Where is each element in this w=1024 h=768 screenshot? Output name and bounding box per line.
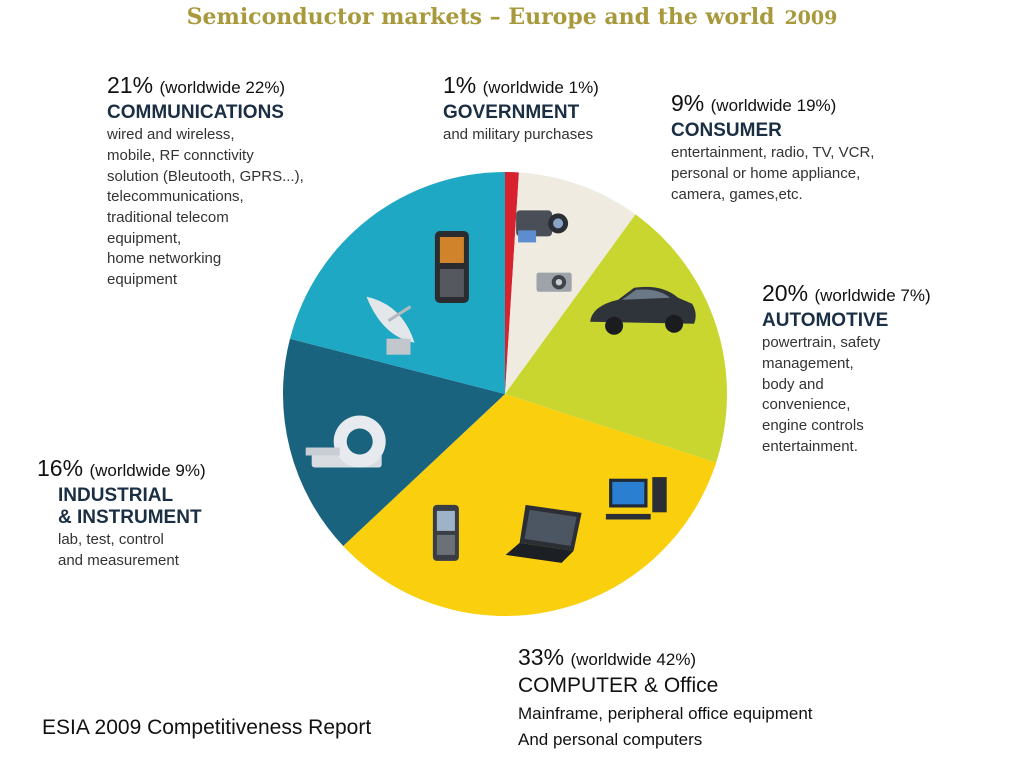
pie-slice-communications (289, 172, 505, 394)
car-icon (590, 286, 696, 335)
government-category: GOVERNMENT (443, 102, 580, 124)
communications-category: COMMUNICATIONS (107, 102, 284, 124)
communications-description: wired and wireless, mobile, RF connctivi… (107, 126, 304, 289)
label-industrial: 16% (worldwide 9%) INDUSTRIAL & INSTRUME… (37, 455, 206, 572)
source-note: ESIA 2009 Competitiveness Report (42, 716, 372, 739)
laptop-icon (505, 504, 582, 563)
desktop-computer-icon (605, 477, 667, 520)
mri-scanner-icon (305, 415, 386, 468)
mobile-phone-icon (434, 231, 469, 303)
smartphone-icon (432, 504, 459, 561)
computer-description: Mainframe, peripheral office equipment A… (518, 704, 813, 749)
satellite-dish-icon (366, 296, 415, 355)
industrial-description: lab, test, control and measurement (58, 531, 179, 569)
industrial-worldwide: (worldwide 9%) (89, 461, 206, 480)
automotive-category: AUTOMOTIVE (762, 310, 889, 332)
communications-worldwide: (worldwide 22%) (159, 78, 286, 97)
consumer-description: entertainment, radio, TV, VCR, personal … (671, 144, 875, 203)
government-description: and military purchases (443, 126, 594, 144)
computer-worldwide: (worldwide 42%) (570, 650, 697, 669)
industrial-category: INDUSTRIAL & INSTRUMENT (58, 485, 202, 529)
communications-percent: 21% (107, 72, 154, 98)
label-consumer: 9% (worldwide 19%) CONSUMER entertainmen… (671, 90, 874, 205)
consumer-worldwide: (worldwide 19%) (710, 96, 837, 115)
pie-slice-industrial (282, 338, 505, 546)
label-communications: 21% (worldwide 22%) COMMUNICATIONS wired… (107, 72, 304, 291)
camera-icon (536, 272, 572, 292)
camcorder-icon (516, 210, 569, 243)
automotive-description: powertrain, safety management, body and … (762, 334, 881, 455)
chart-title-text: Semiconductor markets – Europe and the w… (186, 4, 775, 30)
label-automotive: 20% (worldwide 7%) AUTOMOTIVE powertrain… (762, 280, 931, 457)
automotive-percent: 20% (762, 280, 809, 306)
government-worldwide: (worldwide 1%) (482, 78, 599, 97)
industrial-percent: 16% (37, 455, 84, 481)
chart-title: Semiconductor markets – Europe and the w… (0, 4, 1024, 30)
computer-percent: 33% (518, 644, 565, 670)
computer-category: COMPUTER & Office (518, 674, 719, 698)
pie-slice-automotive (505, 214, 727, 463)
automotive-worldwide: (worldwide 7%) (814, 286, 931, 305)
chart-title-year: 2009 (784, 7, 838, 29)
pie-slice-government (505, 172, 519, 394)
label-government: 1% (worldwide 1%) GOVERNMENT and militar… (443, 72, 599, 146)
consumer-percent: 9% (671, 90, 705, 116)
government-percent: 1% (443, 72, 477, 98)
consumer-category: CONSUMER (671, 120, 782, 142)
label-computer: 33% (worldwide 42%) COMPUTER & Office Ma… (518, 644, 813, 752)
